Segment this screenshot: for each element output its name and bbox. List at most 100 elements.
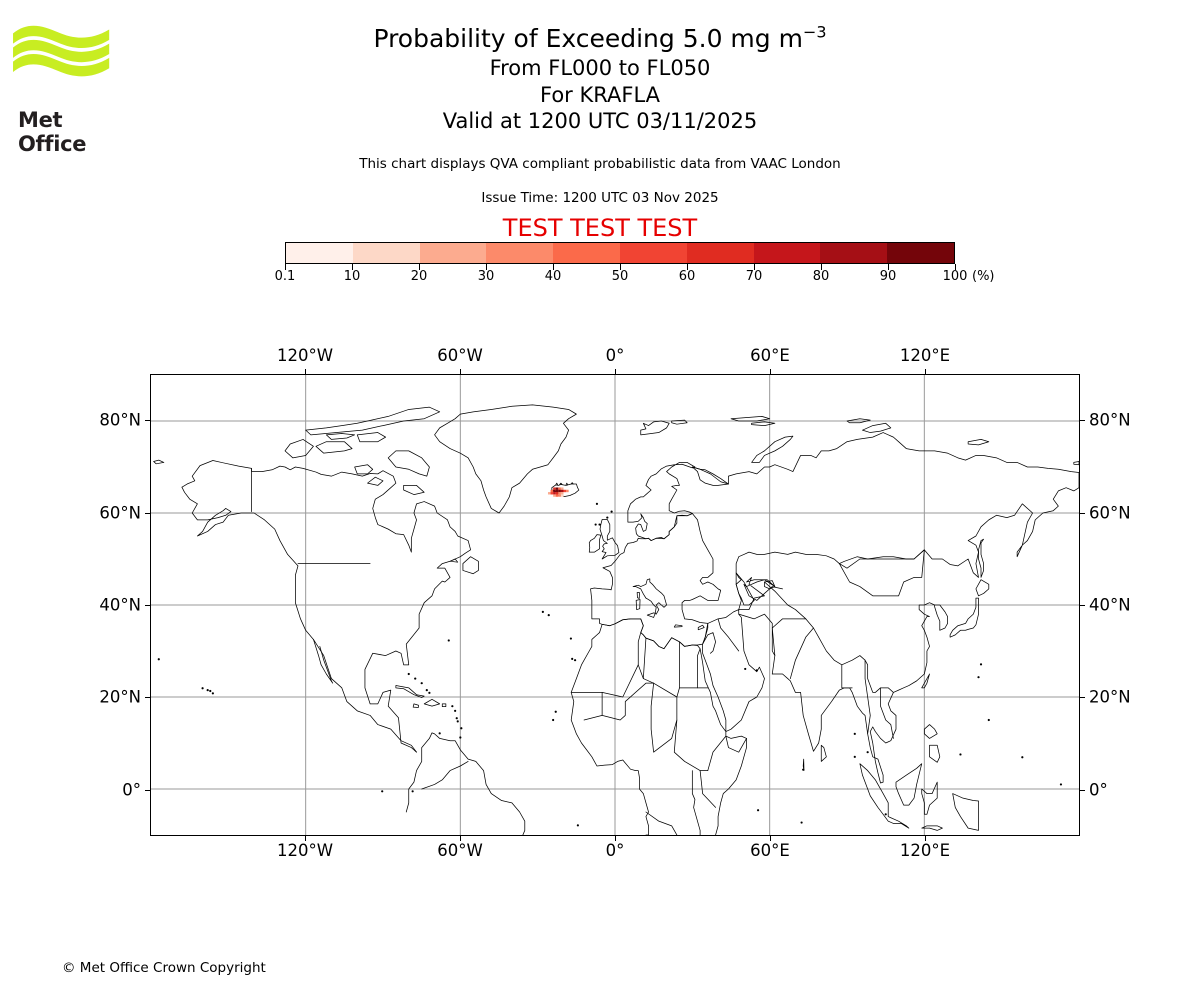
coastline-path xyxy=(395,685,425,698)
map-y-tickmark xyxy=(145,789,150,791)
colorbar-tick-label: 20 xyxy=(410,269,428,284)
colorbar-tick-labels: 0.1 10 20 30 40 50 60 70 80 90 100 xyxy=(275,269,968,289)
coastline-path xyxy=(923,724,938,739)
coastline-path xyxy=(949,597,979,638)
colorbar-segment-3 xyxy=(486,243,554,263)
island-marker xyxy=(606,516,609,519)
colorbar-tick xyxy=(888,264,889,270)
coastline-path xyxy=(771,618,894,693)
met-office-wordmark: Met Office xyxy=(18,108,87,156)
island-marker xyxy=(454,709,457,712)
colorbar-tick xyxy=(285,264,286,270)
plume-cell xyxy=(555,487,559,490)
island-marker xyxy=(554,710,557,713)
coastline-path xyxy=(599,519,620,560)
page-title: Probability of Exceeding 5.0 mg m−3 xyxy=(0,22,1200,55)
map-x-tickmark xyxy=(460,369,461,374)
colorbar xyxy=(285,242,955,264)
plume-cell xyxy=(558,489,561,493)
coastline-path xyxy=(921,825,943,831)
coastline-path xyxy=(673,624,683,628)
coastline-path xyxy=(570,482,574,485)
colorbar-tick xyxy=(419,264,420,270)
plume-cell xyxy=(560,494,564,497)
island-marker xyxy=(381,790,384,793)
coastline-path xyxy=(975,579,990,597)
plume-cell xyxy=(553,494,556,497)
coastline-path xyxy=(636,592,640,599)
island-marker xyxy=(211,692,214,695)
plume-cell xyxy=(563,489,567,493)
colorbar-gradient xyxy=(285,242,955,264)
island-marker xyxy=(977,676,980,679)
coastline-path xyxy=(967,439,990,446)
coastline-path xyxy=(864,659,871,735)
island-marker xyxy=(425,689,428,692)
island-marker xyxy=(201,687,204,690)
coastline-path xyxy=(921,781,938,815)
title-exponent: −3 xyxy=(802,22,827,42)
colorbar-tick xyxy=(620,264,621,270)
island-marker xyxy=(428,691,431,694)
coastline-path xyxy=(588,534,602,553)
coastline-path xyxy=(601,664,639,698)
map-y-tickmark xyxy=(1080,697,1085,699)
coastline-path xyxy=(697,648,701,689)
island-marker xyxy=(407,672,410,676)
coastline-path xyxy=(764,580,776,590)
map-y-tick-label: 40°N xyxy=(1089,595,1131,615)
coastline-path xyxy=(735,572,755,606)
map-x-tick-label: 0° xyxy=(605,346,625,365)
title-site: For KRAFLA xyxy=(540,82,660,107)
colorbar-tick xyxy=(486,264,487,270)
coastline-path xyxy=(559,482,563,485)
coastline-path xyxy=(412,703,419,708)
coastline-path xyxy=(181,486,417,753)
coastline-path xyxy=(153,459,165,465)
map-x-tickmark xyxy=(460,836,461,841)
coastline-path xyxy=(462,556,479,575)
coastline-path xyxy=(325,433,356,440)
coastline-path xyxy=(934,604,948,631)
island-marker xyxy=(756,809,760,812)
map-plot-area[interactable] xyxy=(150,374,1080,836)
coastline-path xyxy=(730,416,771,422)
map-y-tickmark xyxy=(145,697,150,699)
island-marker xyxy=(853,732,856,735)
island-marker xyxy=(866,751,869,754)
island-marker xyxy=(451,705,454,708)
test-banner: TEST TEST TEST xyxy=(502,214,698,242)
map-y-tick-label: 20°N xyxy=(1089,687,1131,707)
coastline-path xyxy=(895,763,923,806)
island-marker xyxy=(459,736,462,739)
met-office-logo: Met Office xyxy=(8,22,118,156)
coastline-path xyxy=(637,632,644,679)
coastline-path xyxy=(702,632,716,654)
coastline-path xyxy=(565,482,569,486)
map-y-tick-label: 0° xyxy=(122,780,141,800)
colorbar-tick-label: 60 xyxy=(678,269,696,284)
plume-cell xyxy=(550,489,554,493)
map-y-tickmark xyxy=(145,605,150,606)
coastline-path xyxy=(846,418,871,424)
coastline-path xyxy=(751,435,794,463)
map-y-tick-label: 0° xyxy=(1089,780,1108,800)
coastline-path xyxy=(423,698,441,707)
map-y-tickmark xyxy=(1080,512,1085,514)
coastline-path xyxy=(676,641,680,698)
island-marker xyxy=(853,755,856,758)
map-x-tick-label: 120°W xyxy=(276,841,334,860)
plume-cell xyxy=(560,489,564,493)
plume-cell xyxy=(553,489,556,493)
title-valid-time: Valid at 1200 UTC 03/11/2025 xyxy=(442,109,758,133)
island-marker xyxy=(598,523,601,526)
map-gridlines xyxy=(151,375,1079,835)
colorbar-tick-label: 10 xyxy=(343,269,361,284)
map-y-tick-label: 80°N xyxy=(1089,410,1131,430)
colorbar-tick-label: 40 xyxy=(544,269,562,284)
coastline-path xyxy=(315,441,353,454)
colorbar-segment-6 xyxy=(686,243,754,263)
coastline-path xyxy=(313,639,334,684)
title-flight-levels: From FL000 to FL050 xyxy=(489,56,711,80)
plume-cell xyxy=(553,492,556,495)
